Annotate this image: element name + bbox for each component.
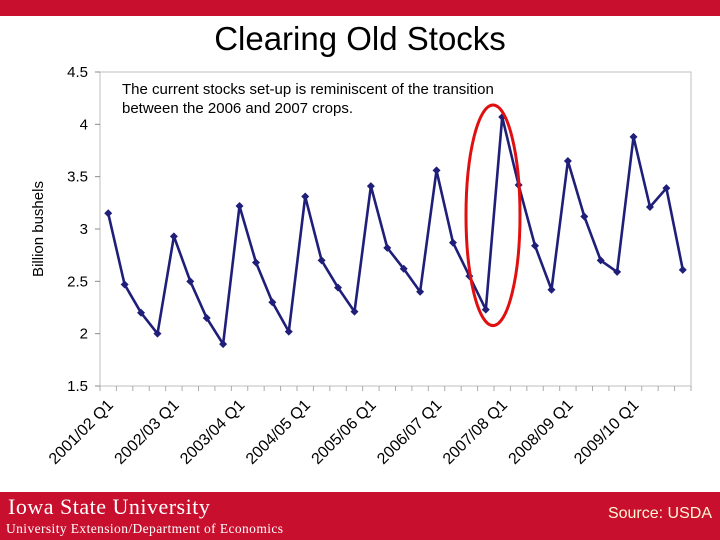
data-point [268,298,277,307]
y-tick-label: 2 [80,326,88,343]
x-tick-label: 2002/03 Q1 [112,397,183,468]
data-point [251,258,260,267]
data-point [169,232,178,241]
data-point [416,287,425,296]
slide-title: Clearing Old Stocks [214,20,506,57]
x-tick-label: 2001/02 Q1 [46,397,117,468]
data-point [383,243,392,252]
data-point [481,305,490,314]
data-point [678,265,687,274]
y-axis-label: Billion bushels [30,181,47,277]
line-chart: 1.5 2 2.5 3 3.5 4 4.5 Billion bushels 2001/02 Q1… [30,64,692,468]
data-point [235,201,244,210]
x-tick-label: 2006/07 Q1 [374,397,445,468]
data-point [399,264,408,273]
x-tick-label: 2004/05 Q1 [243,397,314,468]
data-point [284,327,293,336]
data-point [448,238,457,247]
highlight-ellipse [464,103,522,328]
department-label: University Extension/Department of Econo… [6,521,284,536]
y-tick-label: 3 [80,221,88,238]
data-point [629,132,638,141]
data-point [645,203,654,212]
data-point [662,184,671,193]
y-tick-label: 4.5 [67,64,88,81]
data-point [186,277,195,286]
y-tick-label: 4 [80,116,88,133]
data-point [432,166,441,175]
y-tick-label: 2.5 [67,273,88,290]
footer-banner [0,492,720,540]
x-tick-label: 2007/08 Q1 [440,397,511,468]
series-line [106,115,685,346]
data-point [350,307,359,316]
data-point [531,241,540,250]
y-tick-label: 1.5 [67,378,88,395]
data-point [153,329,162,338]
data-point [317,256,326,265]
data-point [613,267,622,276]
chart-annotation: The current stocks set-up is reminiscent… [122,81,494,117]
data-point [219,340,228,349]
data-point [366,182,375,191]
source-label: Source: USDA [607,505,712,522]
data-point [547,285,556,294]
data-point [596,256,605,265]
plot-area [99,71,692,387]
data-point [104,209,113,218]
data-point [580,212,589,221]
x-tick-label: 2008/09 Q1 [506,397,577,468]
top-banner [0,0,720,16]
data-point [137,308,146,317]
data-point [334,283,343,292]
x-tick-label: 2005/06 Q1 [309,397,380,468]
data-point [120,280,129,289]
data-point [563,156,572,165]
x-tick-label: 2003/04 Q1 [177,397,248,468]
data-point [301,192,310,201]
x-tick-label: 2009/10 Q1 [571,397,642,468]
data-point [202,313,211,322]
y-tick-label: 3.5 [67,169,88,186]
university-logo: Iowa State University [8,494,211,519]
